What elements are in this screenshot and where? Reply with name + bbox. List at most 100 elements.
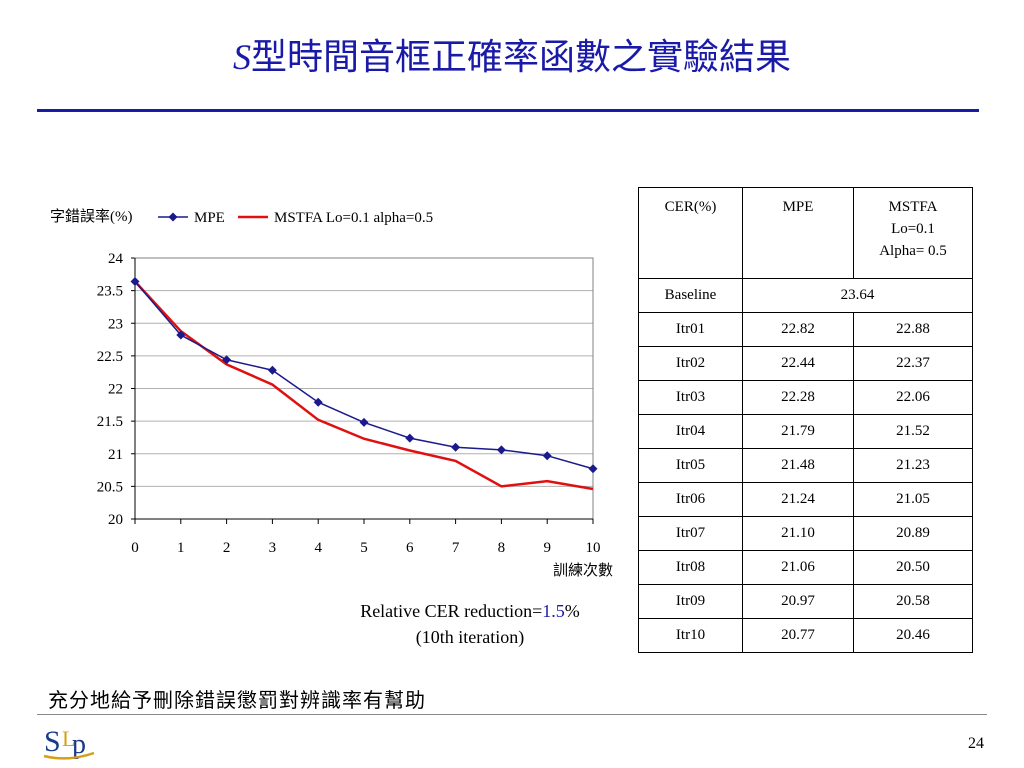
row-mstfa: 22.88 bbox=[853, 312, 973, 347]
table-row: Itr04 21.79 21.52 bbox=[638, 414, 973, 449]
x-axis-label: 訓練次數 bbox=[553, 562, 613, 579]
y-tick-label: 22 bbox=[108, 382, 123, 398]
row-label: Itr03 bbox=[638, 380, 743, 415]
row-mstfa: 20.58 bbox=[853, 584, 973, 619]
x-tick-label: 10 bbox=[586, 540, 601, 556]
legend-label: MPE bbox=[194, 210, 225, 226]
row-mpe: 20.97 bbox=[742, 584, 854, 619]
baseline-value: 23.64 bbox=[742, 278, 973, 313]
table-row: Itr03 22.28 22.06 bbox=[638, 380, 973, 415]
title-text: 型時間音框正確率函數之實驗結果 bbox=[250, 37, 791, 77]
reduction-suffix: % bbox=[564, 601, 580, 621]
data-point-mpe bbox=[588, 464, 598, 474]
y-tick-label: 23 bbox=[108, 316, 123, 332]
x-tick-label: 4 bbox=[314, 540, 322, 556]
row-mstfa: 22.37 bbox=[853, 346, 973, 381]
x-tick-label: 7 bbox=[452, 540, 460, 556]
slide-title: S型時間音框正確率函數之實驗結果 bbox=[0, 28, 1024, 80]
x-tick-label: 9 bbox=[543, 540, 551, 556]
row-label: Itr04 bbox=[638, 414, 743, 449]
reduction-prefix: Relative CER reduction= bbox=[360, 601, 543, 621]
reduction-line1: Relative CER reduction=1.5% bbox=[300, 598, 640, 624]
table-row: Itr02 22.44 22.37 bbox=[638, 346, 973, 381]
y-tick-label: 20 bbox=[108, 512, 123, 528]
row-mpe: 21.10 bbox=[742, 516, 854, 551]
header-mstfa-line2: Lo=0.1 bbox=[891, 221, 935, 237]
header-mstfa-line3: Alpha= 0.5 bbox=[879, 243, 947, 259]
row-mstfa: 20.46 bbox=[853, 618, 973, 653]
row-mstfa: 20.89 bbox=[853, 516, 973, 551]
y-axis-label: 字錯誤率(%) bbox=[50, 208, 133, 225]
svg-text:L: L bbox=[62, 726, 75, 751]
baseline-label: Baseline bbox=[638, 278, 743, 313]
x-tick-label: 1 bbox=[177, 540, 185, 556]
row-mstfa: 20.50 bbox=[853, 550, 973, 585]
header-mpe: MPE bbox=[742, 187, 854, 279]
row-label: Itr05 bbox=[638, 448, 743, 483]
data-point-mpe bbox=[451, 442, 461, 452]
row-label: Itr09 bbox=[638, 584, 743, 619]
x-tick-label: 8 bbox=[498, 540, 506, 556]
table-header-row: CER(%) MPE MSTFA Lo=0.1 Alpha= 0.5 bbox=[638, 187, 973, 279]
footer-divider bbox=[37, 714, 987, 715]
x-tick-label: 5 bbox=[360, 540, 368, 556]
page-number: 24 bbox=[968, 735, 984, 752]
row-mpe: 21.48 bbox=[742, 448, 854, 483]
row-label: Itr07 bbox=[638, 516, 743, 551]
table-row: Itr09 20.97 20.58 bbox=[638, 584, 973, 619]
y-tick-label: 21 bbox=[108, 447, 123, 463]
data-point-mpe bbox=[130, 276, 140, 286]
series-line-mstfa bbox=[134, 280, 594, 491]
data-point-mpe bbox=[222, 355, 232, 365]
header-mstfa: MSTFA Lo=0.1 Alpha= 0.5 bbox=[853, 187, 973, 279]
y-tick-label: 23.5 bbox=[97, 284, 123, 300]
data-point-mpe bbox=[176, 330, 186, 340]
table-row: Itr10 20.77 20.46 bbox=[638, 618, 973, 653]
relative-cer-reduction: Relative CER reduction=1.5% (10th iterat… bbox=[300, 598, 640, 650]
data-point-mpe bbox=[359, 417, 369, 427]
data-point-mpe bbox=[496, 445, 506, 455]
header-mstfa-line1: MSTFA bbox=[888, 199, 938, 215]
reduction-line2: (10th iteration) bbox=[415, 627, 525, 647]
table-row: Itr05 21.48 21.23 bbox=[638, 448, 973, 483]
row-mpe: 21.24 bbox=[742, 482, 854, 517]
row-mpe: 22.44 bbox=[742, 346, 854, 381]
data-point-mpe bbox=[542, 451, 552, 461]
data-point-mpe bbox=[267, 365, 277, 375]
data-point-mpe bbox=[405, 433, 415, 443]
row-label: Itr08 bbox=[638, 550, 743, 585]
table-row-baseline: Baseline 23.64 bbox=[638, 278, 973, 313]
y-tick-label: 22.5 bbox=[97, 349, 123, 365]
row-mpe: 21.06 bbox=[742, 550, 854, 585]
row-mstfa: 21.52 bbox=[853, 414, 973, 449]
title-divider bbox=[37, 109, 979, 112]
reduction-value: 1.5 bbox=[542, 601, 565, 621]
row-mpe: 22.82 bbox=[742, 312, 854, 347]
row-label: Itr06 bbox=[638, 482, 743, 517]
legend-marker bbox=[168, 212, 178, 222]
row-mpe: 22.28 bbox=[742, 380, 854, 415]
svg-text:p: p bbox=[72, 729, 86, 760]
row-label: Itr10 bbox=[638, 618, 743, 653]
table-row: Itr08 21.06 20.50 bbox=[638, 550, 973, 585]
data-point-mpe bbox=[313, 397, 323, 407]
title-italic: S bbox=[232, 37, 251, 77]
legend-label: MSTFA Lo=0.1 alpha=0.5 bbox=[274, 210, 433, 226]
row-mstfa: 21.23 bbox=[853, 448, 973, 483]
y-tick-label: 21.5 bbox=[97, 414, 123, 430]
row-mstfa: 21.05 bbox=[853, 482, 973, 517]
row-mstfa: 22.06 bbox=[853, 380, 973, 415]
table-row: Itr06 21.24 21.05 bbox=[638, 482, 973, 517]
table-row: Itr01 22.82 22.88 bbox=[638, 312, 973, 347]
x-tick-label: 6 bbox=[406, 540, 414, 556]
row-mpe: 21.79 bbox=[742, 414, 854, 449]
svg-text:S: S bbox=[44, 725, 61, 758]
row-label: Itr01 bbox=[638, 312, 743, 347]
y-tick-label: 24 bbox=[108, 251, 124, 267]
y-tick-label: 20.5 bbox=[97, 479, 123, 495]
cer-results-table: CER(%) MPE MSTFA Lo=0.1 Alpha= 0.5 Basel… bbox=[638, 187, 973, 653]
row-label: Itr02 bbox=[638, 346, 743, 381]
slp-logo: S L p bbox=[43, 725, 95, 760]
x-tick-label: 3 bbox=[269, 540, 277, 556]
